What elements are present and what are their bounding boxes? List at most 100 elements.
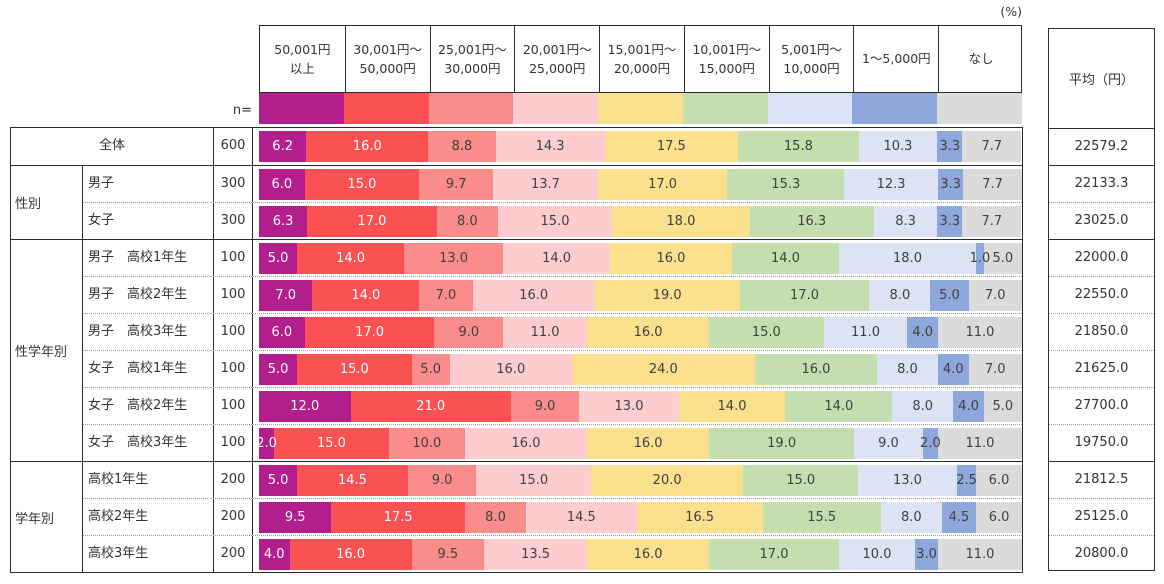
category-header-4: 15,001円〜 20,000円 <box>599 26 684 92</box>
bar-value: 21.0 <box>416 399 446 414</box>
bar-segment: 13.0 <box>857 465 958 496</box>
bar-segment: 5.0 <box>259 465 298 496</box>
bar-value: 13.0 <box>893 473 922 488</box>
bar-segment: 15.0 <box>476 465 591 496</box>
bar-value: 5.0 <box>992 399 1014 414</box>
row-label: 男子 <box>83 166 214 202</box>
bar-segment: 13.5 <box>484 539 588 570</box>
bar-value: 5.0 <box>939 288 960 303</box>
bar-value: 15.8 <box>783 139 813 154</box>
bar-segment: 3.0 <box>915 539 939 570</box>
bar-value: 20.0 <box>652 473 682 488</box>
bar-segment: 14.0 <box>785 391 893 422</box>
average-value: 27700.0 <box>1049 387 1154 424</box>
table-row: 男子 300 6.0 15.0 9.7 13.7 17.0 15.3 12.3 3.3 7.7 <box>11 165 1022 202</box>
bar-value: 15.0 <box>540 214 570 229</box>
bar-value: 6.0 <box>271 325 293 340</box>
bar-segment: 18.0 <box>838 243 977 274</box>
bar-segment: 14.5 <box>526 502 637 533</box>
bar-segment: 10.0 <box>838 539 916 570</box>
bar-value: 14.0 <box>542 251 572 266</box>
bar-segment: 2.5 <box>956 465 977 496</box>
n-equals-label: n= <box>232 103 252 118</box>
bar-segment: 15.0 <box>709 317 824 348</box>
bar-value: 15.0 <box>316 436 346 451</box>
stacked-bar: 12.0 21.0 9.0 13.0 14.0 14.0 8.0 4.0 5.0 <box>259 391 1022 422</box>
bar-value: 16.0 <box>336 547 366 562</box>
bar-value: 15.0 <box>519 473 549 488</box>
table-row: 男子 高校2年生 100 7.0 14.0 7.0 16.0 19.0 17.0 8.0 5.0 7… <box>11 276 1022 313</box>
bar-segment: 9.0 <box>510 391 580 422</box>
table-row: 高校2年生 200 9.5 17.5 8.0 14.5 16.5 15.5 8.0 4.5 6.0 <box>11 498 1022 535</box>
category-header-1: 30,001円〜 50,000円 <box>344 26 430 92</box>
bar-segment: 14.0 <box>312 280 420 311</box>
row-label: 女子 高校2年生 <box>83 388 214 424</box>
stacked-bar: 6.0 15.0 9.7 13.7 17.0 15.3 12.3 3.3 7.7 <box>259 169 1022 200</box>
bar-segment: 16.0 <box>587 317 710 348</box>
group-label: 学年別 <box>11 462 83 572</box>
bar-segment: 6.0 <box>259 169 305 200</box>
row-label: 男子 高校1年生 <box>83 240 214 276</box>
bar-value: 3.3 <box>939 139 961 154</box>
bar-segment: 1.0 <box>970 243 990 274</box>
bar-value: 5.0 <box>267 362 289 377</box>
bar-value: 15.0 <box>786 473 816 488</box>
bar-segment: 14.3 <box>495 131 605 162</box>
bar-segment: 11.0 <box>823 317 908 348</box>
bar-segment: 17.5 <box>604 131 739 162</box>
table-body: 全体 600 6.2 16.0 8.8 14.3 17.5 15.8 10.3 3.3 7.7 性別男… <box>10 127 1023 573</box>
bar-segment: 9.0 <box>407 465 477 496</box>
bar-value: 7.7 <box>981 214 1003 229</box>
stacked-bar: 5.0 14.0 13.0 14.0 16.0 14.0 18.0 1.0 5.0 <box>259 243 1022 274</box>
bar-segment: 11.0 <box>938 317 1022 348</box>
average-value: 19750.0 <box>1049 424 1154 461</box>
bar-value: 8.0 <box>912 399 934 414</box>
bar-segment: 14.0 <box>732 243 839 274</box>
bar-segment: 15.0 <box>304 169 420 200</box>
bar-value: 9.0 <box>534 399 556 414</box>
bar-segment: 15.0 <box>274 428 389 459</box>
legend-swatch-6 <box>767 93 853 124</box>
bar-value: 2.0 <box>920 436 941 451</box>
bar-value: 4.5 <box>948 510 970 525</box>
bar-value: 10.3 <box>883 139 913 154</box>
category-header-0: 50,001円 以上 <box>274 41 331 76</box>
bar-segment: 3.3 <box>937 131 963 162</box>
table-row: 高校3年生 200 4.0 16.0 9.5 13.5 16.0 17.0 10.0 3.0 11.… <box>11 535 1022 572</box>
bar-segment: 5.0 <box>259 243 298 274</box>
bar-segment: 8.3 <box>873 206 938 237</box>
table-row: 男子 高校1年生 100 5.0 14.0 13.0 14.0 16.0 14.0 18.0 1.… <box>11 239 1022 276</box>
bar-segment: 8.0 <box>465 502 527 533</box>
average-value: 25125.0 <box>1049 498 1154 535</box>
table-row: 女子 高校3年生 100 2.0 15.0 10.0 16.0 16.0 19.0 9.0 2.0… <box>11 424 1022 461</box>
bar-segment: 13.7 <box>493 169 598 200</box>
bar-value: 15.3 <box>771 177 801 192</box>
legend-swatch-0 <box>259 93 344 124</box>
row-label: 高校2年生 <box>83 499 214 535</box>
stacked-bar: 6.2 16.0 8.8 14.3 17.5 15.8 10.3 3.3 7.7 <box>259 131 1022 162</box>
bar-segment: 7.0 <box>968 354 1022 385</box>
bar-segment: 5.0 <box>983 243 1022 274</box>
bar-segment: 5.0 <box>930 280 969 311</box>
bar-value: 9.5 <box>437 547 459 562</box>
bar-value: 14.0 <box>824 399 854 414</box>
stacked-bar: 9.5 17.5 8.0 14.5 16.5 15.5 8.0 4.5 6.0 <box>259 502 1022 533</box>
bar-value: 8.0 <box>456 214 478 229</box>
row-label: 女子 <box>83 203 214 239</box>
n-value: 100 <box>214 425 253 461</box>
bar-value: 13.5 <box>521 547 551 562</box>
bar-segment: 9.0 <box>434 317 504 348</box>
table-row: 男子 高校3年生 100 6.0 17.0 9.0 11.0 16.0 15.0 11.0 4.0… <box>11 313 1022 350</box>
bar-segment: 14.0 <box>503 243 610 274</box>
bar-value: 19.0 <box>767 436 797 451</box>
row-label: 女子 高校3年生 <box>83 425 214 461</box>
bar-value: 13.0 <box>439 251 469 266</box>
bar-value: 7.0 <box>275 288 297 303</box>
bar-segment: 15.5 <box>762 502 881 533</box>
bar-segment: 12.0 <box>259 391 351 422</box>
bar-value: 3.3 <box>940 177 961 192</box>
bar-segment: 8.8 <box>428 131 496 162</box>
bar-value: 4.0 <box>942 362 964 377</box>
bar-value: 4.0 <box>263 547 285 562</box>
